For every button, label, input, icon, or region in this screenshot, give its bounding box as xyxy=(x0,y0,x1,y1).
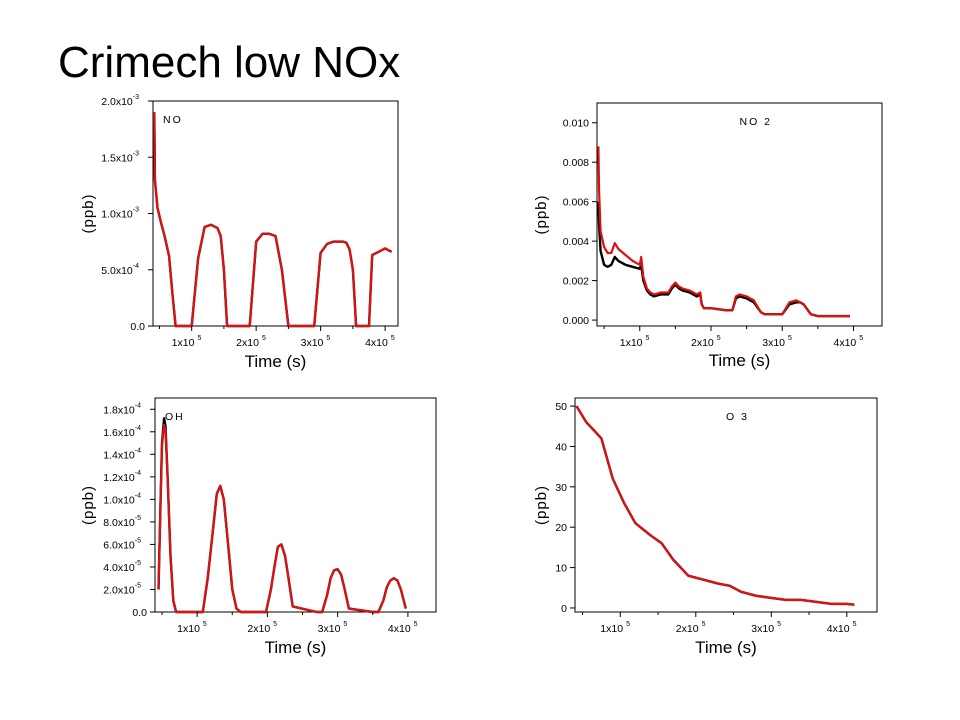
plot-frame xyxy=(596,102,883,327)
series-line-run_b xyxy=(597,146,850,318)
x-axis-title: Time (s) xyxy=(245,352,307,371)
y-tick-label: 4.0x10-5 xyxy=(103,560,141,574)
x-tick-label: 1x10 5 xyxy=(620,335,650,349)
series-line-run_b xyxy=(157,423,407,614)
y-tick-label: 1.8x10-4 xyxy=(103,402,141,416)
y-tick-label: 40 xyxy=(555,441,567,453)
y-tick-label: 50 xyxy=(555,401,567,413)
y-tick-label: 1.5x10-3 xyxy=(101,150,139,164)
y-axis-title: (ppb) xyxy=(533,485,550,525)
y-tick-label: 8.0x10-5 xyxy=(103,515,141,529)
x-tick-label: 1x10 5 xyxy=(177,621,207,635)
plot-frame xyxy=(154,397,437,613)
y-tick-label: 1.0x10-4 xyxy=(103,492,141,506)
x-axis-title: Time (s) xyxy=(265,638,327,657)
y-tick-label: 20 xyxy=(555,522,567,534)
y-axis-title: (ppb) xyxy=(80,485,97,525)
y-tick-label: 5.0x10-4 xyxy=(101,263,139,277)
y-tick-label: 0.002 xyxy=(563,276,589,288)
y-tick-label: 6.0x10-5 xyxy=(103,537,141,551)
x-tick-label: 3x10 5 xyxy=(762,335,792,349)
y-axis-title: (ppb) xyxy=(533,194,550,234)
x-tick-label: 4x10 5 xyxy=(834,335,864,349)
x-tick-label: 4x10 5 xyxy=(365,335,395,349)
x-tick-label: 2x10 5 xyxy=(236,335,266,349)
y-tick-label: 0.010 xyxy=(563,118,589,130)
y-tick-label: 0.008 xyxy=(563,157,589,169)
x-tick-label: 3x10 5 xyxy=(301,335,331,349)
x-tick-label: 3x10 5 xyxy=(751,621,781,635)
slide-title: Crimech low NOx xyxy=(58,38,401,87)
x-tick-label: 1x10 5 xyxy=(172,335,202,349)
series-line-run_a xyxy=(597,201,850,318)
x-axis-title: Time (s) xyxy=(709,351,771,370)
y-tick-label: 2.0x10-3 xyxy=(101,94,139,108)
y-tick-label: 0 xyxy=(561,603,567,615)
x-tick-label: 2x10 5 xyxy=(676,621,706,635)
plot-frame xyxy=(574,397,878,613)
y-tick-label: 1.6x10-4 xyxy=(103,425,141,439)
y-tick-label: 1.4x10-4 xyxy=(103,447,141,461)
y-tick-label: 0.0 xyxy=(130,321,145,333)
y-tick-label: 30 xyxy=(555,482,567,494)
y-tick-label: 1.2x10-4 xyxy=(103,470,141,484)
series-line-run_a xyxy=(575,405,855,606)
x-tick-label: 4x10 5 xyxy=(827,621,857,635)
x-tick-label: 1x10 5 xyxy=(600,621,630,635)
y-tick-label: 0.000 xyxy=(563,315,589,327)
y-tick-label: 2.0x10-5 xyxy=(103,582,141,596)
series-line-run_b xyxy=(153,112,393,328)
x-axis-title: Time (s) xyxy=(695,638,757,657)
x-tick-label: 2x10 5 xyxy=(247,621,277,635)
y-tick-label: 0.0 xyxy=(132,607,147,619)
y-tick-label: 1.0x10-3 xyxy=(101,207,139,221)
x-tick-label: 4x10 5 xyxy=(388,621,418,635)
y-axis-title: (ppb) xyxy=(80,193,97,233)
y-tick-label: 10 xyxy=(555,563,567,575)
x-tick-label: 3x10 5 xyxy=(318,621,348,635)
species-label: NO 2 xyxy=(740,116,773,128)
species-label: NO xyxy=(163,114,183,126)
y-tick-label: 0.004 xyxy=(563,236,589,248)
series-line-run_b xyxy=(575,405,855,606)
y-tick-label: 0.006 xyxy=(563,197,589,209)
x-tick-label: 2x10 5 xyxy=(691,335,721,349)
species-label: O 3 xyxy=(726,411,749,423)
species-label: OH xyxy=(165,411,185,423)
